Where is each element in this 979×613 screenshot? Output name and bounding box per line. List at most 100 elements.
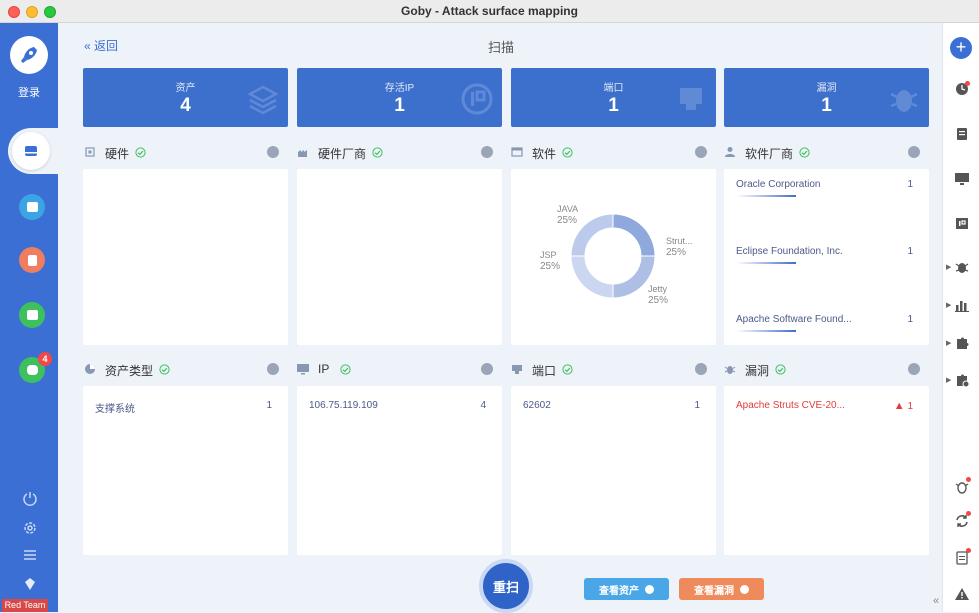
ip-icon (461, 83, 493, 115)
section-title: IP (318, 362, 330, 376)
software-donut-chart (570, 213, 656, 299)
arrow-right-circle-icon (645, 584, 654, 594)
rescan-button[interactable]: 重扫 (479, 559, 533, 613)
back-link[interactable]: « 返回 (84, 39, 119, 53)
stat-assets[interactable]: 资产 4 (83, 68, 288, 127)
nav-item-assets[interactable] (19, 194, 45, 220)
asset-type-card: 支撑系统 1 (83, 386, 288, 555)
donut-slice-java[interactable] (612, 213, 656, 257)
minimize-window-button[interactable] (26, 6, 38, 18)
bug-icon[interactable] (954, 259, 970, 275)
section-title: 硬件厂商 (318, 147, 367, 161)
factory-icon (298, 150, 307, 157)
diamond-icon[interactable] (21, 576, 39, 594)
zoom-window-button[interactable] (44, 6, 56, 18)
view-assets-button[interactable]: 查看资产 (584, 578, 669, 600)
stat-value: 1 (394, 95, 405, 116)
section-expand-button[interactable] (908, 363, 920, 375)
add-scan-button[interactable]: + (950, 37, 972, 59)
close-window-button[interactable] (8, 6, 20, 18)
plugin-icon[interactable] (954, 372, 970, 388)
chevron-right-icon: ▶ (946, 264, 952, 271)
section-title: 硬件 (105, 147, 130, 161)
ethernet-port-icon (512, 365, 522, 374)
bug-icon (724, 366, 736, 374)
clock-icon[interactable] (954, 81, 970, 97)
section-title: 软件 (532, 147, 557, 161)
bar-chart-icon[interactable] (954, 297, 970, 313)
section-expand-button[interactable] (481, 146, 493, 158)
view-vulns-button[interactable]: 查看漏洞 (679, 578, 764, 600)
shield-icon (27, 254, 37, 266)
collapse-panel-icon[interactable]: « (933, 595, 940, 607)
document-icon[interactable] (954, 126, 970, 142)
stat-vulnerabilities[interactable]: 漏洞 1 (724, 68, 929, 127)
list-item[interactable]: 支撑系统 1 (95, 400, 272, 415)
nav-item-scan[interactable] (8, 128, 70, 174)
check-circle-icon (372, 147, 383, 158)
pie-icon (85, 364, 95, 374)
window-icon (511, 147, 523, 157)
list-item[interactable]: 62602 1 (523, 400, 700, 411)
menu-icon[interactable] (21, 546, 39, 564)
ip-icon[interactable] (954, 216, 970, 232)
stat-label: 存活IP (384, 83, 415, 94)
alert-icon[interactable] (954, 586, 970, 602)
list-item[interactable]: Apache Software Found... 1 (736, 314, 917, 332)
stat-value: 1 (821, 95, 832, 116)
stat-live-ip[interactable]: 存活IP 1 (297, 68, 502, 127)
login-link[interactable]: 登录 (18, 87, 40, 99)
scan-icon (25, 146, 37, 156)
section-expand-button[interactable] (267, 146, 279, 158)
section-expand-button[interactable] (481, 363, 493, 375)
cpu-icon (85, 147, 95, 157)
ethernet-port-icon (680, 88, 702, 110)
port-header: 端口 (511, 361, 707, 379)
section-expand-button[interactable] (908, 146, 920, 158)
chevron-right-icon: ▶ (946, 377, 952, 384)
section-expand-button[interactable] (267, 363, 279, 375)
section-title: 端口 (532, 364, 557, 378)
hardware-header: 硬件 (84, 144, 279, 162)
arrow-right-circle-icon (740, 584, 749, 594)
vuln-card: Apache Struts CVE-20... ▲ 1 (724, 386, 929, 555)
donut-label-jsp: JSP 25% (540, 250, 561, 272)
rocket-logo-icon (21, 47, 37, 63)
list-item[interactable]: Oracle Corporation 1 (736, 179, 917, 197)
list-item[interactable]: 106.75.119.109 4 (309, 400, 486, 411)
ip-card: 106.75.119.109 4 (297, 386, 502, 555)
layers-icon (247, 85, 279, 115)
notification-dot (966, 477, 971, 482)
software-vendor-header: 软件厂商 (724, 144, 920, 162)
section-expand-button[interactable] (695, 363, 707, 375)
avatar[interactable] (10, 36, 48, 74)
bug-scan-icon[interactable] (954, 479, 970, 495)
monitor-icon[interactable] (954, 171, 970, 187)
refresh-icon[interactable] (954, 513, 970, 529)
user-icon (725, 147, 735, 157)
puzzle-icon[interactable] (954, 335, 970, 351)
nav-item-reports[interactable] (19, 302, 45, 328)
donut-slice-jsp[interactable] (570, 213, 614, 257)
window-title: Goby - Attack surface mapping (401, 4, 578, 18)
stat-label: 资产 (175, 83, 196, 94)
list-item[interactable]: Apache Struts CVE-20... ▲ 1 (736, 400, 913, 412)
hardware-vendor-header: 硬件厂商 (297, 144, 493, 162)
donut-slice-jetty[interactable] (570, 255, 614, 299)
puzzle-icon (26, 365, 38, 375)
power-icon[interactable] (21, 489, 39, 507)
check-circle-icon (159, 364, 170, 375)
list-icon (26, 202, 38, 212)
list-item[interactable]: Eclipse Foundation, Inc. 1 (736, 246, 917, 264)
check-circle-icon (562, 364, 573, 375)
warning-icon: ▲ (893, 400, 905, 412)
report-icon[interactable] (954, 550, 970, 566)
section-expand-button[interactable] (695, 146, 707, 158)
stat-ports[interactable]: 端口 1 (511, 68, 716, 127)
left-sidebar: 登录 4 Red Team (0, 23, 70, 612)
nav-item-vulnerabilities[interactable] (19, 247, 45, 273)
gear-icon[interactable] (21, 519, 39, 537)
double-chevron-left-icon: « (84, 39, 91, 53)
page-title: 扫描 (487, 40, 514, 55)
software-card: JAVA 25% Strut... 25% Jetty 25% JSP 25% (511, 169, 716, 345)
